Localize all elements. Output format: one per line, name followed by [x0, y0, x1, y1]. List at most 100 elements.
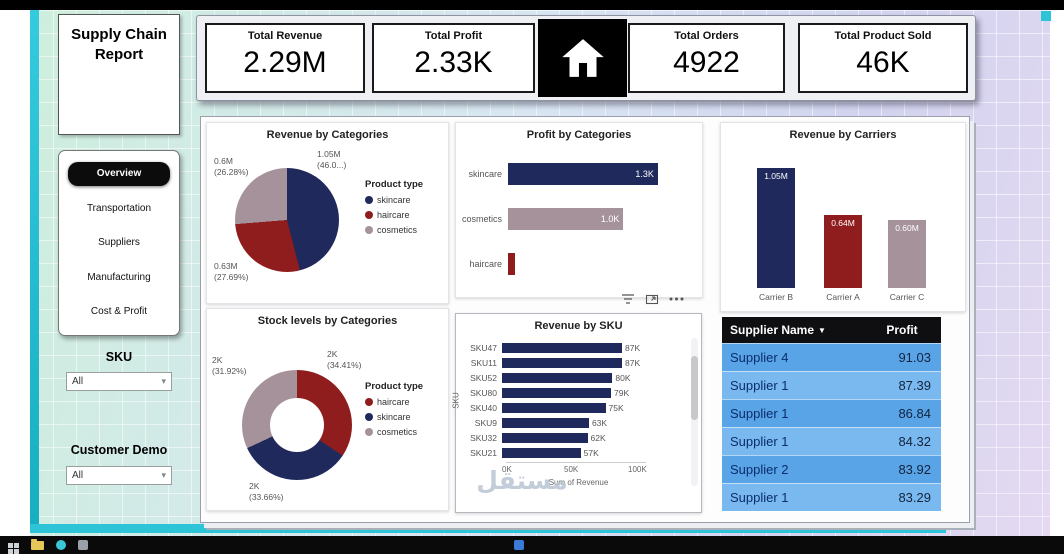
home-icon	[561, 39, 604, 77]
kpi-total-product-sold: Total Product Sold 46K	[798, 23, 968, 93]
profit-bar[interactable]: 1.3K	[508, 163, 658, 185]
nav-item-overview[interactable]: Overview	[68, 162, 170, 186]
carrier-column[interactable]: 1.05M	[757, 168, 795, 288]
sku-bar-row: SKU40 75K	[462, 400, 640, 415]
table-row[interactable]: Supplier 4 91.03	[722, 343, 941, 371]
supplier-name-cell: Supplier 1	[730, 406, 789, 421]
value-label: 1.3K	[635, 169, 654, 179]
sku-bar-row: SKU32 62K	[462, 430, 640, 445]
kpi-total-profit: Total Profit 2.33K	[372, 23, 535, 93]
supplier-name-cell: Supplier 1	[730, 434, 789, 449]
sku-bar[interactable]	[502, 447, 581, 458]
browser-icon[interactable]	[56, 540, 66, 550]
scrollbar-thumb[interactable]	[691, 356, 698, 420]
profit-cell: 83.92	[898, 462, 931, 477]
table-row[interactable]: Supplier 1 83.29	[722, 483, 941, 511]
nav-item-cost-profit[interactable]: Cost & Profit	[90, 306, 148, 317]
value-label: 75K	[608, 402, 624, 413]
category-label: SKU40	[470, 402, 497, 413]
table-header: Supplier Name ▼ Profit	[722, 317, 941, 343]
kpi-total-orders: Total Orders 4922	[628, 23, 785, 93]
legend-label: cosmetics	[377, 225, 418, 235]
profit-bar-row: skincare 1.3K	[460, 163, 698, 185]
table-row[interactable]: Supplier 2 83.92	[722, 455, 941, 483]
start-icon[interactable]	[8, 542, 13, 548]
legend-item[interactable]: haircare	[365, 210, 423, 220]
table-row[interactable]: Supplier 1 87.39	[722, 371, 941, 399]
chart-title: Revenue by Carriers	[789, 129, 897, 141]
focus-mode-icon[interactable]	[645, 293, 659, 305]
pinned-app-icon[interactable]	[514, 540, 524, 550]
kpi-label: Total Revenue	[247, 30, 323, 42]
legend-dot	[365, 226, 373, 234]
supplier-profit-table: Supplier Name ▼ Profit Supplier 4 91.03 Su…	[722, 317, 941, 513]
table-row[interactable]: Supplier 1 84.32	[722, 427, 941, 455]
table-body: Supplier 4 91.03 Supplier 1 87.39 Supplier 1…	[722, 343, 941, 511]
legend-item[interactable]: cosmetics	[365, 225, 423, 235]
pie-chart[interactable]	[235, 168, 339, 272]
nav-item-suppliers[interactable]: Suppliers	[98, 237, 140, 248]
legend-dot	[365, 413, 373, 421]
donut-callout: 2K (34.41%)	[327, 349, 362, 371]
chevron-down-icon: ▾	[161, 470, 166, 480]
app-icon[interactable]	[78, 540, 88, 550]
sku-dropdown[interactable]: All ▾	[66, 372, 172, 391]
taskbar	[0, 536, 1064, 554]
x-tick: 100K	[628, 465, 647, 474]
scrollbar-track[interactable]	[691, 338, 698, 486]
legend-item[interactable]: cosmetics	[365, 427, 423, 437]
supplier-name-cell: Supplier 1	[730, 378, 789, 393]
sku-bar[interactable]	[502, 402, 606, 413]
sku-bar[interactable]	[502, 432, 588, 443]
donut-chart[interactable]	[242, 370, 352, 480]
kpi-label: Total Orders	[674, 30, 739, 42]
kpi-label: Total Product Sold	[834, 30, 932, 42]
sku-bar-row: SKU52 80K	[462, 370, 640, 385]
header-label: Supplier Name	[730, 323, 815, 337]
sku-dropdown-value: All	[72, 376, 84, 387]
nav-item-manufacturing[interactable]: Manufacturing	[87, 271, 151, 283]
sku-bar[interactable]	[502, 357, 623, 368]
file-explorer-icon[interactable]	[31, 538, 44, 550]
chevron-down-icon: ▾	[161, 376, 166, 386]
filter-icon[interactable]	[621, 293, 635, 305]
value-label: 87K	[625, 357, 641, 368]
supplier-name-header[interactable]: Supplier Name ▼	[722, 323, 863, 337]
profit-cell: 83.29	[898, 490, 931, 505]
nav-item-transportation[interactable]: Transportation	[86, 202, 152, 214]
revenue-by-sku-chart: Revenue by SKU SKU47 87K SKU11 87K SKU52 80K S…	[452, 313, 702, 513]
value-label: 87K	[625, 342, 641, 353]
category-label: Carrier C	[889, 292, 925, 302]
category-label: Carrier A	[826, 292, 860, 302]
category-label: Carrier B	[758, 292, 793, 302]
sku-bar[interactable]	[502, 342, 623, 353]
legend-item[interactable]: skincare	[365, 195, 423, 205]
donut-hole	[270, 398, 324, 452]
profit-by-categories-chart: Profit by Categories skincare 1.3K cosmeti…	[455, 122, 703, 298]
carrier-column[interactable]: 0.64M	[824, 215, 862, 288]
table-row[interactable]: Supplier 1 86.84	[722, 399, 941, 427]
sku-bar[interactable]	[502, 387, 612, 398]
supplier-name-cell: Supplier 1	[730, 490, 789, 505]
category-label: SKU9	[474, 417, 497, 428]
value-label: 0.60M	[895, 222, 919, 233]
legend-item[interactable]: skincare	[365, 412, 423, 422]
legend-item[interactable]: haircare	[365, 397, 423, 407]
sku-bar-row: SKU80 79K	[462, 385, 640, 400]
more-options-icon[interactable]	[669, 297, 684, 301]
chart-hover-toolbar	[621, 293, 684, 305]
customer-demo-dropdown[interactable]: All ▾	[66, 466, 172, 485]
sku-bar[interactable]	[502, 417, 589, 428]
sku-bar[interactable]	[502, 372, 613, 383]
home-button[interactable]	[538, 19, 627, 97]
profit-bar[interactable]	[508, 253, 515, 275]
supplier-name-cell: Supplier 4	[730, 350, 789, 365]
pie-callout: 1.05M (46.0...)	[317, 149, 347, 171]
profit-header[interactable]: Profit	[886, 323, 918, 337]
profit-bar-row: haircare	[460, 253, 698, 275]
carrier-column[interactable]: 0.60M	[888, 219, 926, 288]
donut-callout: 2K (33.66%)	[249, 481, 284, 503]
supplier-name-cell: Supplier 2	[730, 462, 789, 477]
column-plot-area: 1.05M Carrier B 0.64M Carrier A 0.60M Carrier…	[721, 123, 965, 311]
profit-bar[interactable]: 1.0K	[508, 208, 624, 230]
